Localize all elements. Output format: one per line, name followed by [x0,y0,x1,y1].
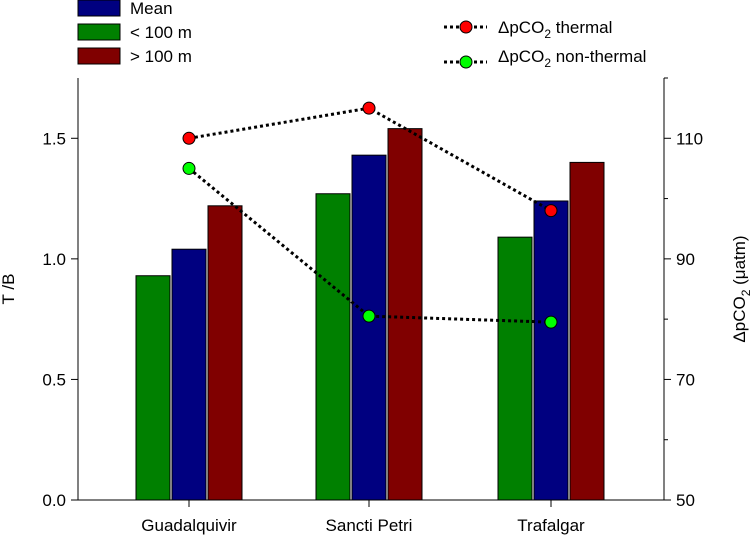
legend-swatch-under-100 [77,23,121,41]
x-tick-label: Trafalgar [517,516,585,535]
category-labels: Guadalquivir Sancti Petri Trafalgar [141,500,585,535]
legend-label-over-100: > 100 m [130,47,192,66]
legend-label-nonthermal: ΔpCO2 non-thermal [498,47,646,70]
x-tick-label: Guadalquivir [141,516,237,535]
legend-label-thermal: ΔpCO2 thermal [498,18,612,41]
y2-tick-label: 70 [676,370,695,389]
legend-label-nonthermal-sub: 2 [544,56,551,70]
legend-swatch-mean [77,0,121,17]
point-thermal-trafalgar [544,204,558,218]
legend-label-thermal-sub: 2 [544,27,551,41]
y2-axis-title: ΔpCO2 (μatm) [730,235,753,342]
y2-axis-title-suffix: (μatm) [730,235,749,289]
legend-label-thermal-main: ΔpCO [498,18,544,37]
point-nonthermal-sancti-petri [362,309,376,323]
point-nonthermal-guadalquivir [182,161,196,175]
y2-tick-label: 110 [676,129,703,148]
bar-100-m-sancti-petri [387,128,423,501]
y-tick-label: 1.0 [42,250,66,269]
right-y-ticks: 50 70 90 110 [664,77,703,510]
bar-legend: Mean < 100 m > 100 m [77,0,192,66]
bar-100-m-sancti-petri [315,193,351,501]
line-nonthermal [188,167,552,324]
point-nonthermal-trafalgar [544,315,558,329]
left-y-ticks: 0.0 0.5 1.0 1.5 [42,129,78,510]
legend-label-nonthermal-main: ΔpCO [498,47,544,66]
bar-series [135,128,605,501]
y2-axis-title-main: ΔpCO [730,296,749,342]
bar-100-m-trafalgar [497,236,533,501]
x-tick-label: Sancti Petri [326,516,413,535]
legend-label-nonthermal-suffix: non-thermal [551,47,646,66]
y-axis-title: T /B [0,274,18,305]
y-tick-label: 0.0 [42,491,66,510]
legend-label-under-100: < 100 m [130,23,192,42]
y2-axis-title-sub: 2 [739,289,753,296]
bar-mean-trafalgar [533,200,569,501]
bar-100-m-guadalquivir [135,275,171,501]
legend-marker-nonthermal [459,55,473,69]
bar-100-m-trafalgar [569,161,605,501]
line-legend: ΔpCO2 thermal ΔpCO2 non-thermal [444,18,646,70]
bar-mean-guadalquivir [171,248,207,501]
legend-label-thermal-suffix: thermal [551,18,612,37]
legend-swatch-over-100 [77,47,121,65]
y2-tick-label: 50 [676,491,695,510]
y2-tick-label: 90 [676,250,695,269]
line-series [182,101,558,329]
bar-100-m-guadalquivir [207,205,243,501]
point-thermal-guadalquivir [182,131,196,145]
point-thermal-sancti-petri [362,101,376,115]
y-tick-label: 1.5 [42,129,66,148]
bar-mean-sancti-petri [351,154,387,501]
legend-label-mean: Mean [130,0,173,18]
y-tick-label: 0.5 [42,370,66,389]
legend-marker-thermal [459,20,473,34]
